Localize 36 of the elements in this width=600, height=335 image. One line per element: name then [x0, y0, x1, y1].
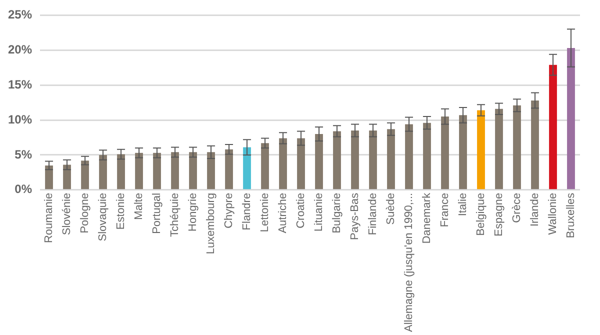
x-tick-label: Irlande	[529, 192, 542, 227]
x-tick-label: Roumanie	[43, 192, 56, 244]
x-tick-label: Danemark	[421, 192, 434, 244]
x-tick-label: Hongrie	[187, 192, 200, 232]
x-tick-label: Pologne	[79, 192, 92, 234]
x-tick-label: Suède	[385, 192, 398, 225]
x-tick-label: Espagne	[493, 192, 506, 236]
x-tick-label: Bulgarie	[331, 192, 344, 234]
x-tick-label: Grèce	[511, 192, 524, 223]
x-tick-label: Italie	[457, 192, 470, 216]
x-tick-label: Luxembourg	[205, 192, 218, 254]
x-tick-label: Bruxelles	[565, 192, 578, 238]
x-tick-label: Lituanie	[313, 192, 326, 232]
x-tick-label: Estonie	[115, 192, 128, 230]
x-tick-label: Portugal	[151, 192, 164, 234]
x-tick-label: Finlande	[367, 192, 380, 236]
y-tick-label: 5%	[14, 147, 32, 162]
x-tick-label: Lettonie	[259, 192, 272, 232]
y-tick-label: 0%	[14, 182, 32, 196]
x-tick-label: Flandre	[241, 192, 254, 230]
x-tick-label: Pays-Bas	[349, 192, 362, 240]
y-tick-label: 10%	[8, 112, 32, 126]
x-tick-label: Slovaquie	[97, 192, 110, 242]
x-tick-label: Allemagne (jusqu'en 1990,...	[403, 192, 416, 332]
y-tick-label: 15%	[8, 77, 32, 92]
x-tick-label: Tchéquie	[169, 192, 182, 237]
x-tick-label: Belgique	[475, 192, 488, 236]
x-tick-label: Malte	[133, 192, 146, 220]
x-tick-label: Slovénie	[61, 192, 74, 236]
x-tick-label: Wallonie	[547, 192, 560, 235]
x-tick-label: Chypre	[223, 192, 236, 228]
y-tick-label: 20%	[8, 42, 32, 56]
x-tick-label: France	[439, 192, 452, 228]
x-tick-label: Autriche	[277, 192, 290, 234]
x-tick-label: Croatie	[295, 192, 308, 228]
y-tick-label: 25%	[8, 8, 32, 22]
